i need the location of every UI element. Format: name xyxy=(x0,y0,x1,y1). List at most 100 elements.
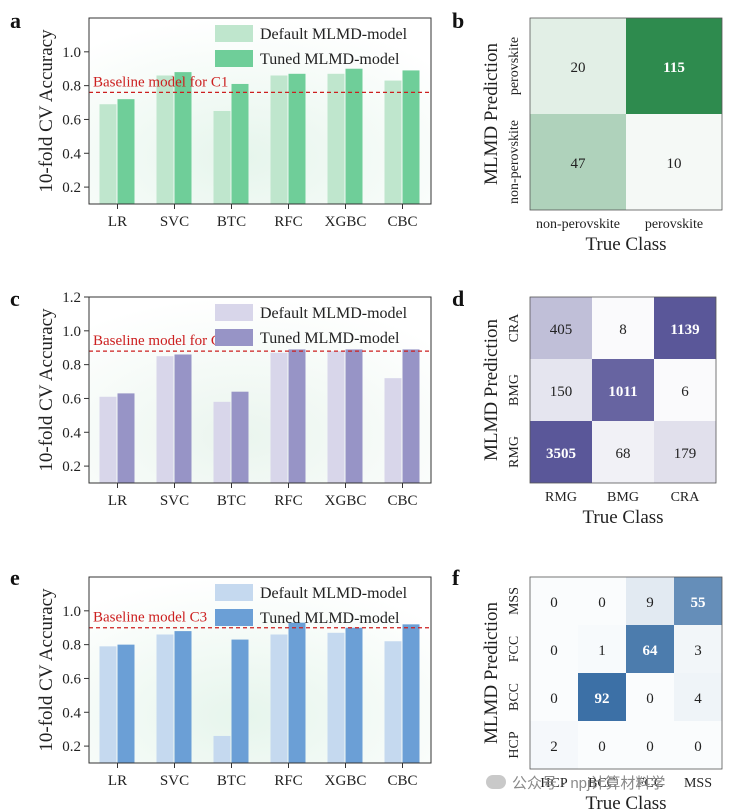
cell-value: 0 xyxy=(598,739,606,755)
x-tick-label: RMG xyxy=(545,490,577,505)
x-tick-label: SVC xyxy=(160,493,189,509)
cell-value: 4 xyxy=(694,691,702,707)
x-tick-label: BTC xyxy=(217,493,246,509)
heatmap-cell xyxy=(578,673,626,721)
cell-value: 9 xyxy=(646,595,654,611)
y-tick-label: 0.4 xyxy=(62,146,81,162)
heatmap-cell xyxy=(674,721,722,769)
y-tick-label: 1.0 xyxy=(62,45,81,61)
default-bar-svc xyxy=(156,634,174,763)
heatmap-cell xyxy=(654,421,716,483)
heatmap-cell xyxy=(592,297,654,359)
tuned-bar-rfc xyxy=(288,622,306,763)
heatmap-frame xyxy=(529,576,723,770)
plot-area xyxy=(89,297,431,483)
y-tick-label: 0.6 xyxy=(62,391,81,407)
default-bar-cbc xyxy=(384,80,402,204)
tuned-bar-cbc xyxy=(402,70,420,204)
panel-label: d xyxy=(452,286,464,311)
heatmap-cell xyxy=(530,673,578,721)
heatmap-cell xyxy=(626,18,722,114)
heatmap-cell xyxy=(674,577,722,625)
x-tick-label: BTC xyxy=(217,773,246,789)
y-axis-label: 10-fold CV Accuracy xyxy=(36,308,57,472)
cell-value: 10 xyxy=(667,156,682,172)
legend-label: Default MLMD-model xyxy=(260,26,408,43)
cell-value: 179 xyxy=(674,446,697,462)
default-bar-btc xyxy=(213,401,231,483)
axes-frame xyxy=(88,17,432,205)
tuned-bar-svc xyxy=(174,72,192,204)
x-axis-label: True Class xyxy=(585,234,666,255)
x-tick-label: LR xyxy=(108,493,127,509)
cell-value: 1139 xyxy=(670,322,699,338)
axes-frame xyxy=(88,576,432,764)
x-tick-label: XGBC xyxy=(325,214,367,230)
x-tick-label: XGBC xyxy=(325,773,367,789)
tuned-bar-cbc xyxy=(402,349,420,483)
y-tick-label: 0.2 xyxy=(62,459,81,475)
default-bar-xgbc xyxy=(327,73,345,204)
y-tick-label: 1.2 xyxy=(62,290,81,306)
default-bar-cbc xyxy=(384,378,402,483)
y-tick-label: CRA xyxy=(507,313,522,343)
tuned-bar-rfc xyxy=(288,73,306,204)
watermark: 公众号 · npj计算材料学 xyxy=(486,767,726,797)
y-tick-label: 0.8 xyxy=(62,638,81,654)
heatmap-cell xyxy=(626,625,674,673)
wechat-icon xyxy=(486,775,506,789)
legend-label: Tuned MLMD-model xyxy=(260,330,400,347)
cell-value: 6 xyxy=(681,384,689,400)
default-bar-xgbc xyxy=(327,632,345,763)
x-tick-label: RFC xyxy=(274,493,302,509)
y-axis-label: MLMD Prediction xyxy=(481,602,502,744)
tuned-bar-cbc xyxy=(402,624,420,763)
heatmap-cell xyxy=(530,577,578,625)
cell-value: 150 xyxy=(550,384,573,400)
baseline-label: Baseline model for C2 xyxy=(93,333,228,349)
x-axis-label: True Class xyxy=(582,507,663,528)
tuned-bar-rfc xyxy=(288,349,306,483)
panel-label: f xyxy=(452,565,460,590)
cell-value: 1 xyxy=(598,643,606,659)
default-bar-xgbc xyxy=(327,351,345,483)
heatmap-cell xyxy=(626,114,722,210)
default-bar-svc xyxy=(156,75,174,204)
y-tick-label: 0.6 xyxy=(62,112,81,128)
y-tick-label: BCC xyxy=(507,683,522,711)
heatmap-cell xyxy=(654,297,716,359)
y-tick-label: 1.0 xyxy=(62,324,81,340)
panel-label: e xyxy=(10,565,20,590)
x-tick-label: RFC xyxy=(274,214,302,230)
y-tick-label: 0.6 xyxy=(62,671,81,687)
legend-swatch xyxy=(215,50,253,67)
y-tick-label: 0.2 xyxy=(62,739,81,755)
cell-value: 0 xyxy=(646,739,654,755)
default-bar-rfc xyxy=(270,634,288,763)
axes-frame xyxy=(88,296,432,484)
x-tick-label: BMG xyxy=(607,490,639,505)
legend-label: Default MLMD-model xyxy=(260,585,408,602)
default-bar-svc xyxy=(156,356,174,483)
baseline-label: Baseline model for C1 xyxy=(93,74,228,90)
default-bar-lr xyxy=(99,396,117,483)
default-bar-lr xyxy=(99,104,117,204)
tuned-bar-xgbc xyxy=(345,349,363,483)
watermark-text: 公众号 · npj计算材料学 xyxy=(512,774,666,792)
x-tick-label: perovskite xyxy=(645,217,703,232)
panel-label: a xyxy=(10,8,21,33)
y-tick-label: FCC xyxy=(507,636,522,662)
plot-area xyxy=(89,577,431,763)
x-tick-label: FCC xyxy=(637,776,663,791)
heatmap-cell xyxy=(674,625,722,673)
tuned-bar-svc xyxy=(174,354,192,483)
cell-value: 92 xyxy=(595,691,610,707)
x-tick-label: CBC xyxy=(387,773,417,789)
heatmap-cell xyxy=(530,721,578,769)
x-tick-label: CBC xyxy=(387,214,417,230)
x-axis-label: True Class xyxy=(585,793,666,811)
heatmap-cell xyxy=(530,114,626,210)
legend-label: Default MLMD-model xyxy=(260,305,408,322)
plot-area xyxy=(89,18,431,204)
